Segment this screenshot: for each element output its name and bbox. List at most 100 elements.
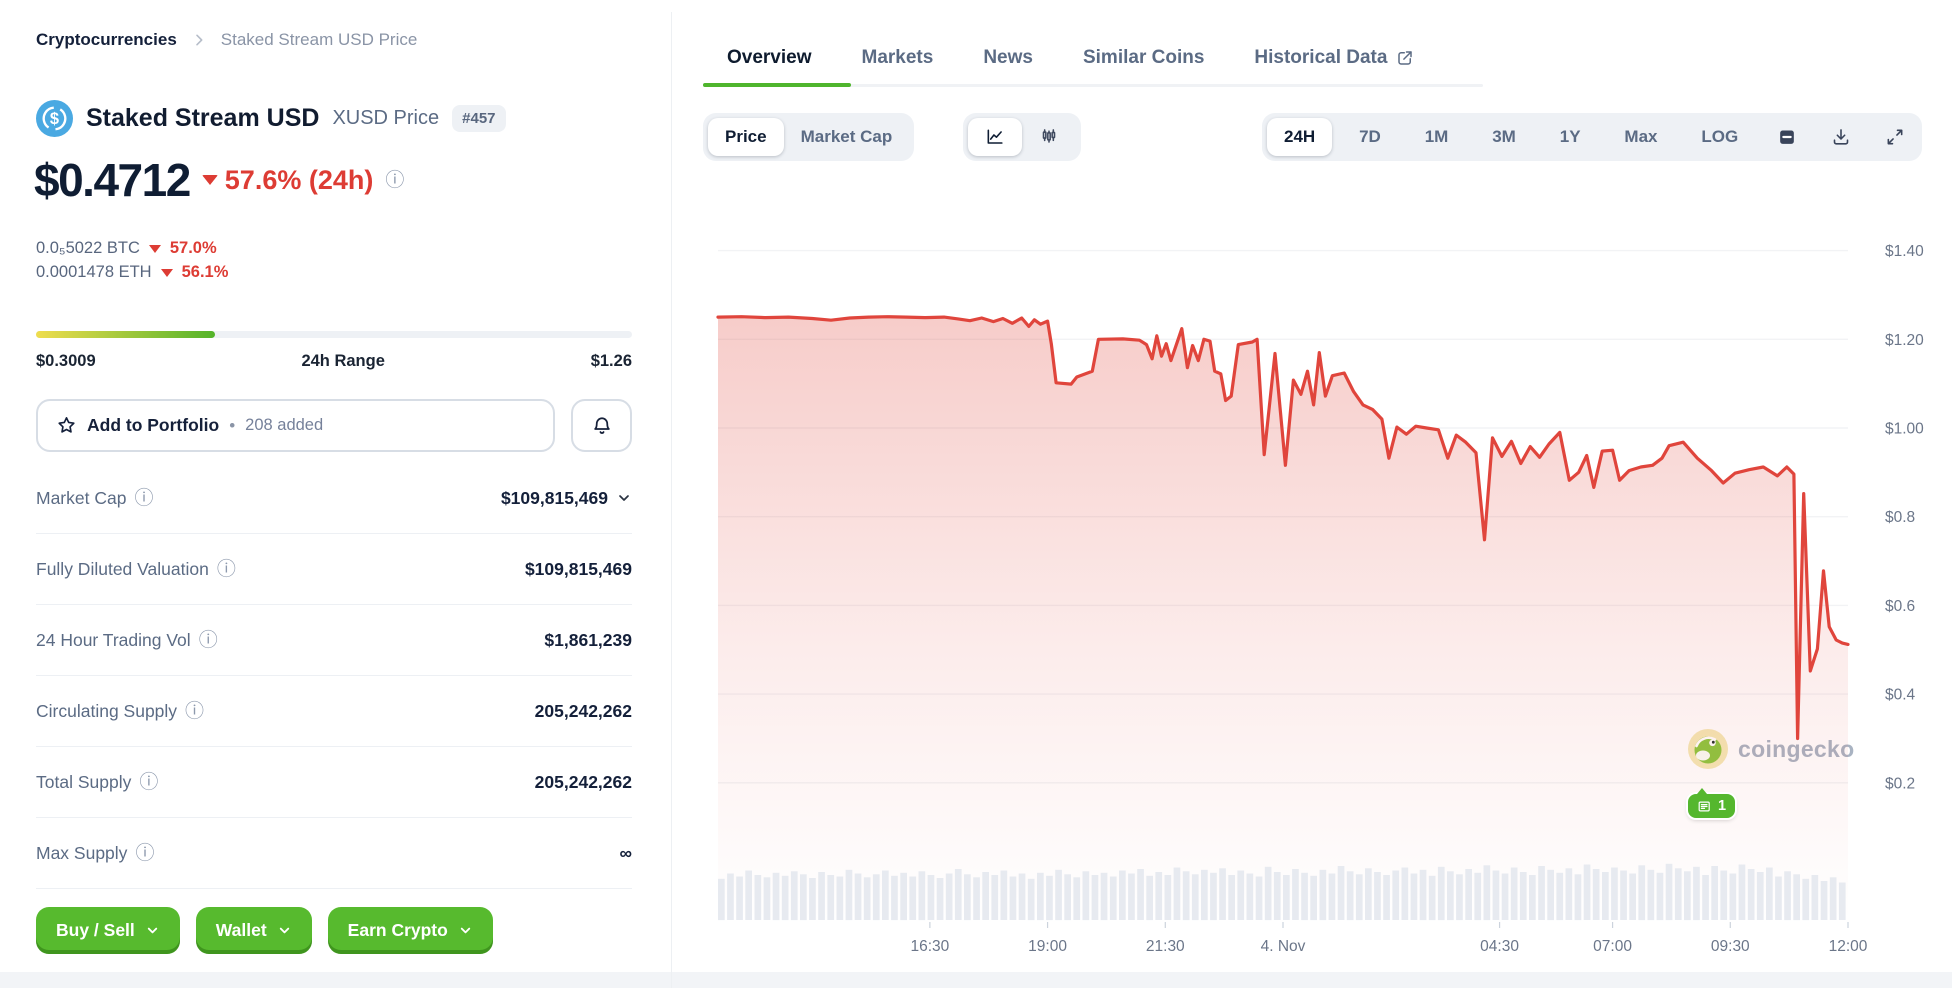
stat-value-text: $1,861,239: [544, 629, 632, 650]
x-axis-label: 09:30: [1711, 938, 1750, 955]
metric-toggle-price[interactable]: Price: [708, 118, 784, 156]
wallet-button[interactable]: Wallet: [195, 907, 312, 954]
info-icon[interactable]: ⓘ: [134, 487, 154, 509]
expand-icon: [1887, 129, 1903, 145]
stat-value: $1,861,239: [544, 630, 632, 651]
chevron-down-icon: [277, 923, 292, 938]
table-row: Total Supply ⓘ 205,242,262: [36, 747, 632, 818]
tab-overview[interactable]: Overview: [727, 47, 812, 69]
candlestick-chart-toggle[interactable]: [1022, 118, 1076, 156]
x-axis-label: 07:00: [1593, 938, 1632, 955]
section-tabs: Overview Markets News Similar Coins Historic…: [727, 36, 1414, 80]
info-icon[interactable]: ⓘ: [135, 842, 155, 864]
tab-label: Overview: [727, 47, 812, 68]
y-axis-label: $0.6: [1885, 598, 1915, 615]
buy-sell-button[interactable]: Buy / Sell: [36, 907, 180, 954]
line-chart-toggle[interactable]: [968, 118, 1022, 156]
chevron-down-icon[interactable]: [616, 490, 632, 506]
chart-canvas[interactable]: $1.40 $1.20 $1.00 $0.8 $0.6 $0.4 $0.2 16:30 19:0…: [700, 165, 1952, 970]
down-triangle-icon: [201, 175, 218, 185]
stat-value: ∞: [620, 843, 632, 864]
price-chart-area[interactable]: coingecko $1.40$1.20$1.00$0.8$0.6$0.4$0.…: [700, 165, 1952, 965]
stat-value-text: ∞: [619, 842, 632, 863]
calendar-button[interactable]: [1765, 118, 1809, 156]
download-button[interactable]: [1819, 118, 1863, 156]
portfolio-added-count: 208 added: [245, 416, 324, 434]
price-change-24h: 57.6% (24h): [201, 165, 373, 196]
candlestick-chart-icon: [1042, 129, 1056, 143]
table-row: Circulating Supply ⓘ 205,242,262: [36, 676, 632, 747]
stat-value-text: $109,815,469: [524, 558, 632, 579]
x-axis-label: 16:30: [910, 938, 949, 955]
tab-label: News: [983, 47, 1033, 68]
add-to-portfolio-label: Add to Portfolio: [87, 415, 220, 435]
stat-label: Circulating Supply ⓘ: [36, 701, 204, 722]
coin-symbol-label: XUSD Price: [332, 107, 440, 129]
price-alert-bell-button[interactable]: [571, 399, 632, 452]
separator-dot: •: [229, 415, 236, 435]
coin-stats-table: Market Cap ⓘ $109,815,469 Fully Diluted Val…: [36, 463, 632, 889]
price-chart-svg[interactable]: $1.40 $1.20 $1.00 $0.8 $0.6 $0.4 $0.2 16:30 19:0…: [700, 165, 1952, 965]
y-axis-label: $1.00: [1885, 421, 1924, 438]
page-bottom-band: [0, 972, 1952, 988]
tab-markets[interactable]: Markets: [862, 47, 934, 69]
price-line-series: [716, 315, 1850, 741]
chevron-down-icon: [460, 927, 471, 934]
y-axis-label: $0.8: [1885, 509, 1915, 526]
eth-conversion-row: 0.0001478 ETH 56.1%: [36, 263, 228, 282]
coin-name: Staked Stream USD: [86, 104, 320, 132]
coin-rank-badge: #457: [452, 105, 506, 132]
metric-toggle-group: Price Market Cap: [703, 113, 915, 161]
tab-similar-coins[interactable]: Similar Coins: [1083, 47, 1204, 69]
chevron-down-icon: [619, 495, 629, 501]
info-icon[interactable]: ⓘ: [185, 700, 205, 722]
btc-conversion-row: 0.0₅5022 BTC 57.0%: [36, 239, 217, 258]
tab-label: Historical Data: [1254, 47, 1388, 68]
chevron-down-icon: [145, 923, 160, 938]
range-3m-button[interactable]: 3M: [1492, 127, 1516, 146]
stat-value: $109,815,469: [525, 559, 632, 580]
info-icon[interactable]: ⓘ: [216, 558, 236, 580]
tab-label: Markets: [861, 47, 934, 68]
earn-crypto-button[interactable]: Earn Crypto: [327, 907, 493, 954]
stat-label: Market Cap ⓘ: [36, 488, 153, 509]
stat-value: 205,242,262: [535, 701, 632, 722]
stat-value: 205,242,262: [535, 772, 632, 793]
stat-label-text: Total Supply: [36, 771, 132, 792]
x-axis-label: 19:00: [1028, 938, 1067, 955]
x-axis-label: 4. Nov: [1261, 938, 1306, 955]
add-to-portfolio-button[interactable]: Add to Portfolio • 208 added: [36, 399, 555, 452]
newspaper-icon: [1698, 801, 1710, 811]
range-log-button[interactable]: LOG: [1701, 127, 1739, 146]
line-chart-icon: [987, 129, 1003, 144]
breadcrumb: Cryptocurrencies Staked Stream USD Price: [36, 30, 417, 50]
eth-change: 56.1%: [181, 263, 229, 281]
info-icon[interactable]: ⓘ: [139, 771, 159, 793]
price-info-icon[interactable]: ⓘ: [385, 169, 405, 191]
time-range-group: 24H 7D 1M 3M 1Y Max LOG: [1262, 113, 1922, 161]
chevron-down-icon: [279, 927, 289, 934]
y-axis-label: $1.20: [1885, 332, 1924, 349]
y-axis-label: $0.2: [1885, 775, 1915, 792]
stat-label-text: Fully Diluted Valuation: [36, 558, 209, 579]
range-bar-fill: [36, 331, 215, 338]
news-badge-count: 1: [1718, 798, 1727, 814]
x-axis-label: 04:30: [1480, 938, 1519, 955]
news-event-badge[interactable]: 1: [1688, 788, 1736, 818]
range-1y-button[interactable]: 1Y: [1559, 127, 1581, 146]
range-24h-button[interactable]: 24H: [1267, 118, 1333, 156]
range-low: $0.3009: [36, 352, 96, 370]
range-max-button[interactable]: Max: [1624, 127, 1658, 146]
tab-news[interactable]: News: [983, 47, 1033, 69]
range-7d-button[interactable]: 7D: [1359, 127, 1381, 146]
table-row: 24 Hour Trading Vol ⓘ $1,861,239: [36, 605, 632, 676]
info-icon[interactable]: ⓘ: [198, 629, 218, 651]
stat-value-text: 205,242,262: [534, 700, 632, 721]
expand-button[interactable]: [1873, 118, 1917, 156]
range-label: 24h Range: [301, 352, 385, 370]
range-1m-button[interactable]: 1M: [1424, 127, 1449, 146]
metric-toggle-market-cap[interactable]: Market Cap: [800, 127, 893, 146]
breadcrumb-cryptocurrencies-link[interactable]: Cryptocurrencies: [36, 30, 177, 49]
action-button-label: Earn Crypto: [347, 920, 448, 940]
tab-historical-data[interactable]: Historical Data: [1254, 47, 1414, 69]
